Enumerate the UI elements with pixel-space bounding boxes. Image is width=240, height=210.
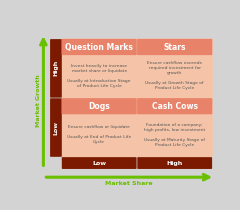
Text: High: High [54,60,59,76]
Text: Dogs: Dogs [88,102,110,111]
FancyBboxPatch shape [137,98,213,158]
FancyBboxPatch shape [50,98,62,157]
Text: Question Marks: Question Marks [65,43,133,51]
FancyBboxPatch shape [61,38,137,98]
Text: Market Growth: Market Growth [36,74,41,127]
Text: Low: Low [92,161,106,165]
FancyBboxPatch shape [137,98,212,114]
Text: High: High [167,161,183,165]
Text: Market Share: Market Share [105,181,153,186]
FancyBboxPatch shape [61,98,137,158]
Text: Ensure cashflow or liquidate

Usually at End of Product Life
Cycle: Ensure cashflow or liquidate Usually at … [67,125,131,144]
FancyBboxPatch shape [50,39,62,98]
FancyBboxPatch shape [62,98,137,114]
Text: Invest heavily to increase
market share or liquidate

Usually at Introduction St: Invest heavily to increase market share … [67,64,131,88]
Text: Low: Low [54,121,59,135]
Text: Foundation of a company;
high profits, low investment

Usually at Maturity Stage: Foundation of a company; high profits, l… [144,123,205,147]
Text: Cash Cows: Cash Cows [152,102,198,111]
FancyBboxPatch shape [62,39,137,55]
FancyBboxPatch shape [137,38,213,98]
Text: Stars: Stars [163,43,186,51]
Text: Ensure cashflow exceeds
required investment for
growth

Usually at Growth Stage : Ensure cashflow exceeds required investm… [145,61,204,90]
FancyBboxPatch shape [137,39,212,55]
FancyBboxPatch shape [137,157,212,169]
FancyBboxPatch shape [62,157,137,169]
